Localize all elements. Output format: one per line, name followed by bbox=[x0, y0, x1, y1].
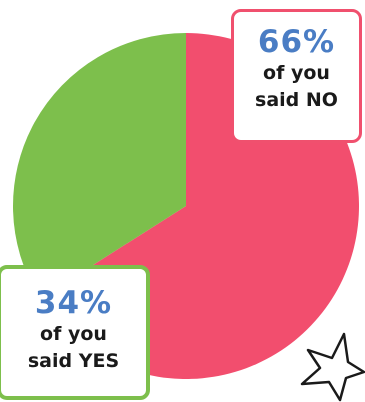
star-outline-icon bbox=[300, 332, 365, 402]
yes-caption-line2: said YES bbox=[27, 350, 120, 372]
yes-percent-label: 34% bbox=[34, 285, 113, 321]
pie-slice-yes bbox=[13, 33, 186, 299]
callout-no: 66% of you said NO bbox=[231, 9, 362, 143]
no-caption-line2: said NO bbox=[255, 89, 338, 111]
no-caption-line1: of you bbox=[263, 62, 330, 84]
callout-yes: 34% of you said YES bbox=[0, 265, 150, 400]
yes-caption-line1: of you bbox=[40, 323, 107, 345]
no-percent-label: 66% bbox=[257, 24, 336, 60]
